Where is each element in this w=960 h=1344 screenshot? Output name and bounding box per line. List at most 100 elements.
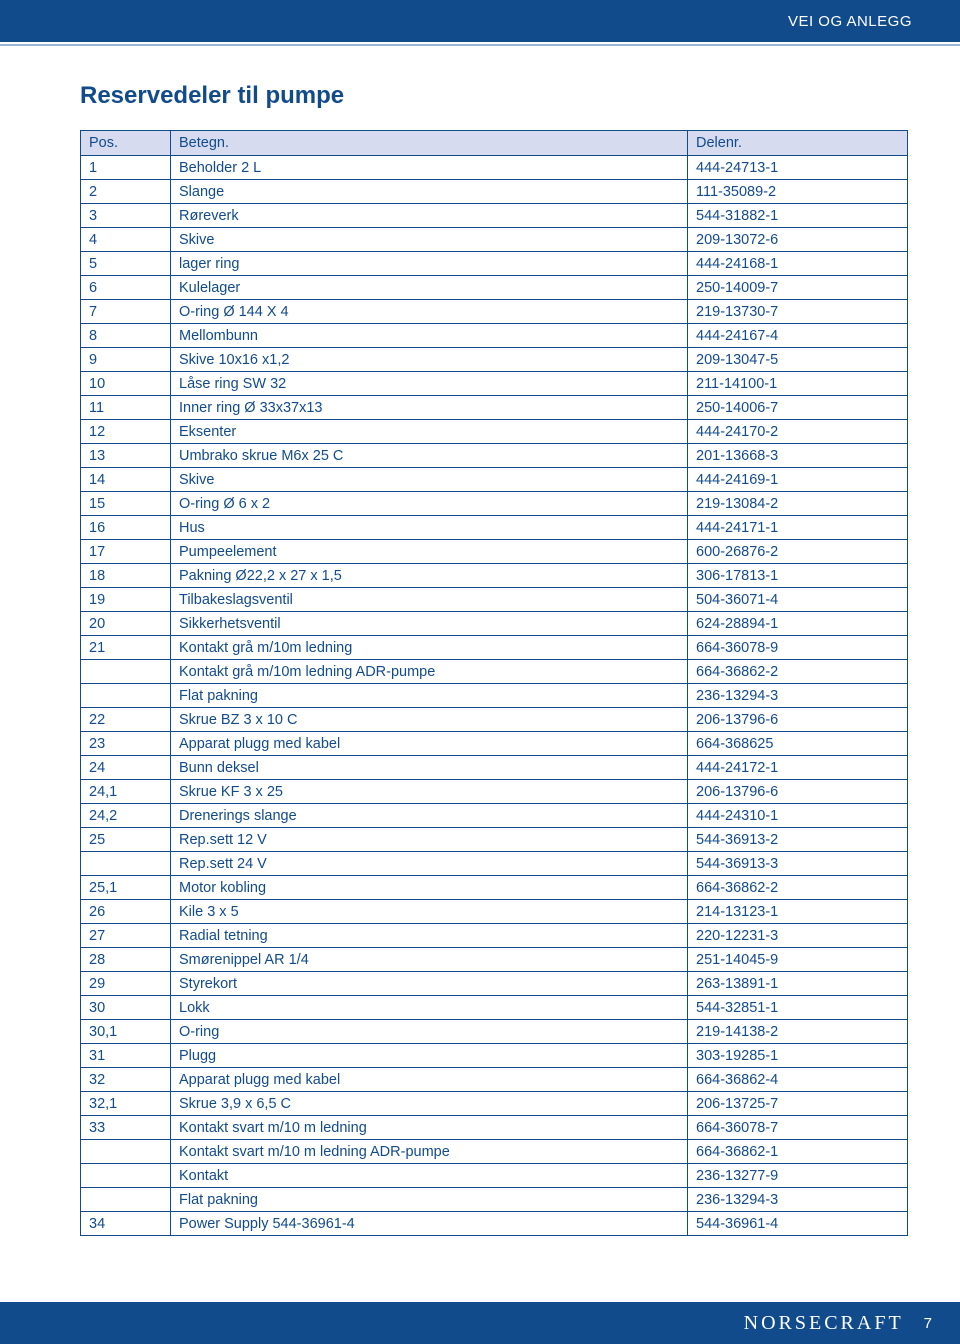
cell-desc: Rep.sett 12 V bbox=[171, 828, 688, 852]
cell-desc: Kontakt grå m/10m ledning bbox=[171, 636, 688, 660]
table-row: 19Tilbakeslagsventil504-36071-4 bbox=[81, 588, 908, 612]
table-row: 13Umbrako skrue M6x 25 C201-13668-3 bbox=[81, 444, 908, 468]
table-row: 24,1Skrue KF 3 x 25206-13796-6 bbox=[81, 780, 908, 804]
cell-desc: Motor kobling bbox=[171, 876, 688, 900]
cell-pos bbox=[81, 1140, 171, 1164]
parts-table: Pos. Betegn. Delenr. 1Beholder 2 L444-24… bbox=[80, 130, 908, 1236]
cell-desc: Plugg bbox=[171, 1044, 688, 1068]
table-row: 8Mellombunn444-24167-4 bbox=[81, 324, 908, 348]
cell-pos bbox=[81, 684, 171, 708]
cell-partno: 209-13047-5 bbox=[688, 348, 908, 372]
cell-pos: 24 bbox=[81, 756, 171, 780]
cell-desc: Mellombunn bbox=[171, 324, 688, 348]
cell-desc: Lokk bbox=[171, 996, 688, 1020]
cell-desc: Låse ring SW 32 bbox=[171, 372, 688, 396]
cell-pos: 19 bbox=[81, 588, 171, 612]
table-header-row: Pos. Betegn. Delenr. bbox=[81, 131, 908, 156]
cell-pos bbox=[81, 1164, 171, 1188]
cell-partno: 544-31882-1 bbox=[688, 204, 908, 228]
cell-desc: Bunn deksel bbox=[171, 756, 688, 780]
table-row: 27Radial tetning220-12231-3 bbox=[81, 924, 908, 948]
cell-desc: Flat pakning bbox=[171, 684, 688, 708]
table-row: 4Skive209-13072-6 bbox=[81, 228, 908, 252]
table-row: 24Bunn deksel444-24172-1 bbox=[81, 756, 908, 780]
cell-pos bbox=[81, 1188, 171, 1212]
table-row: 28Smørenippel AR 1/4251-14045-9 bbox=[81, 948, 908, 972]
cell-partno: 504-36071-4 bbox=[688, 588, 908, 612]
cell-pos: 30,1 bbox=[81, 1020, 171, 1044]
cell-desc: Apparat plugg med kabel bbox=[171, 732, 688, 756]
cell-pos: 30 bbox=[81, 996, 171, 1020]
table-row: Kontakt grå m/10m ledning ADR-pumpe664-3… bbox=[81, 660, 908, 684]
cell-pos bbox=[81, 660, 171, 684]
cell-partno: 624-28894-1 bbox=[688, 612, 908, 636]
cell-desc: Umbrako skrue M6x 25 C bbox=[171, 444, 688, 468]
cell-partno: 306-17813-1 bbox=[688, 564, 908, 588]
cell-partno: 303-19285-1 bbox=[688, 1044, 908, 1068]
cell-desc: Kontakt svart m/10 m ledning bbox=[171, 1116, 688, 1140]
footer-page-number: 7 bbox=[924, 1315, 932, 1332]
cell-partno: 250-14009-7 bbox=[688, 276, 908, 300]
cell-desc: Apparat plugg med kabel bbox=[171, 1068, 688, 1092]
cell-partno: 664-36862-1 bbox=[688, 1140, 908, 1164]
cell-partno: 544-32851-1 bbox=[688, 996, 908, 1020]
footer-brand: NORSECRAFT bbox=[744, 1312, 904, 1335]
cell-partno: 444-24167-4 bbox=[688, 324, 908, 348]
cell-partno: 544-36961-4 bbox=[688, 1212, 908, 1236]
cell-partno: 206-13725-7 bbox=[688, 1092, 908, 1116]
table-row: 23Apparat plugg med kabel664-368625 bbox=[81, 732, 908, 756]
cell-partno: 664-36078-7 bbox=[688, 1116, 908, 1140]
cell-partno: 251-14045-9 bbox=[688, 948, 908, 972]
cell-desc: O-ring Ø 6 x 2 bbox=[171, 492, 688, 516]
cell-desc: Rep.sett 24 V bbox=[171, 852, 688, 876]
cell-desc: Eksenter bbox=[171, 420, 688, 444]
col-pos: Pos. bbox=[81, 131, 171, 156]
cell-partno: 664-36862-4 bbox=[688, 1068, 908, 1092]
cell-pos: 34 bbox=[81, 1212, 171, 1236]
cell-desc: Hus bbox=[171, 516, 688, 540]
table-row: 32,1Skrue 3,9 x 6,5 C206-13725-7 bbox=[81, 1092, 908, 1116]
cell-partno: 206-13796-6 bbox=[688, 780, 908, 804]
cell-pos: 20 bbox=[81, 612, 171, 636]
table-row: 7O-ring Ø 144 X 4219-13730-7 bbox=[81, 300, 908, 324]
cell-desc: Pumpeelement bbox=[171, 540, 688, 564]
cell-pos: 18 bbox=[81, 564, 171, 588]
table-row: 21Kontakt grå m/10m ledning664-36078-9 bbox=[81, 636, 908, 660]
cell-desc: Drenerings slange bbox=[171, 804, 688, 828]
cell-partno: 664-36862-2 bbox=[688, 660, 908, 684]
cell-desc: O-ring Ø 144 X 4 bbox=[171, 300, 688, 324]
cell-pos: 13 bbox=[81, 444, 171, 468]
table-row: 30,1O-ring219-14138-2 bbox=[81, 1020, 908, 1044]
cell-pos: 28 bbox=[81, 948, 171, 972]
cell-partno: 444-24172-1 bbox=[688, 756, 908, 780]
cell-pos: 11 bbox=[81, 396, 171, 420]
table-row: 18Pakning Ø22,2 x 27 x 1,5306-17813-1 bbox=[81, 564, 908, 588]
cell-partno: 219-13730-7 bbox=[688, 300, 908, 324]
cell-partno: 444-24713-1 bbox=[688, 156, 908, 180]
table-row: Rep.sett 24 V544-36913-3 bbox=[81, 852, 908, 876]
table-row: 17Pumpeelement600-26876-2 bbox=[81, 540, 908, 564]
cell-desc: Kontakt svart m/10 m ledning ADR-pumpe bbox=[171, 1140, 688, 1164]
table-row: 20Sikkerhetsventil624-28894-1 bbox=[81, 612, 908, 636]
cell-desc: Radial tetning bbox=[171, 924, 688, 948]
cell-desc: Røreverk bbox=[171, 204, 688, 228]
cell-desc: O-ring bbox=[171, 1020, 688, 1044]
cell-partno: 236-13277-9 bbox=[688, 1164, 908, 1188]
cell-partno: 544-36913-3 bbox=[688, 852, 908, 876]
table-row: 30Lokk544-32851-1 bbox=[81, 996, 908, 1020]
cell-partno: 664-36862-2 bbox=[688, 876, 908, 900]
cell-desc: Inner ring Ø 33x37x13 bbox=[171, 396, 688, 420]
table-row: 9Skive 10x16 x1,2209-13047-5 bbox=[81, 348, 908, 372]
table-row: 29Styrekort263-13891-1 bbox=[81, 972, 908, 996]
cell-partno: 263-13891-1 bbox=[688, 972, 908, 996]
col-partno: Delenr. bbox=[688, 131, 908, 156]
cell-partno: 444-24168-1 bbox=[688, 252, 908, 276]
table-row: Kontakt svart m/10 m ledning ADR-pumpe66… bbox=[81, 1140, 908, 1164]
table-row: 32Apparat plugg med kabel664-36862-4 bbox=[81, 1068, 908, 1092]
cell-pos: 17 bbox=[81, 540, 171, 564]
cell-desc: Kulelager bbox=[171, 276, 688, 300]
table-row: 1Beholder 2 L444-24713-1 bbox=[81, 156, 908, 180]
cell-pos: 32 bbox=[81, 1068, 171, 1092]
cell-desc: Beholder 2 L bbox=[171, 156, 688, 180]
table-row: 25Rep.sett 12 V544-36913-2 bbox=[81, 828, 908, 852]
